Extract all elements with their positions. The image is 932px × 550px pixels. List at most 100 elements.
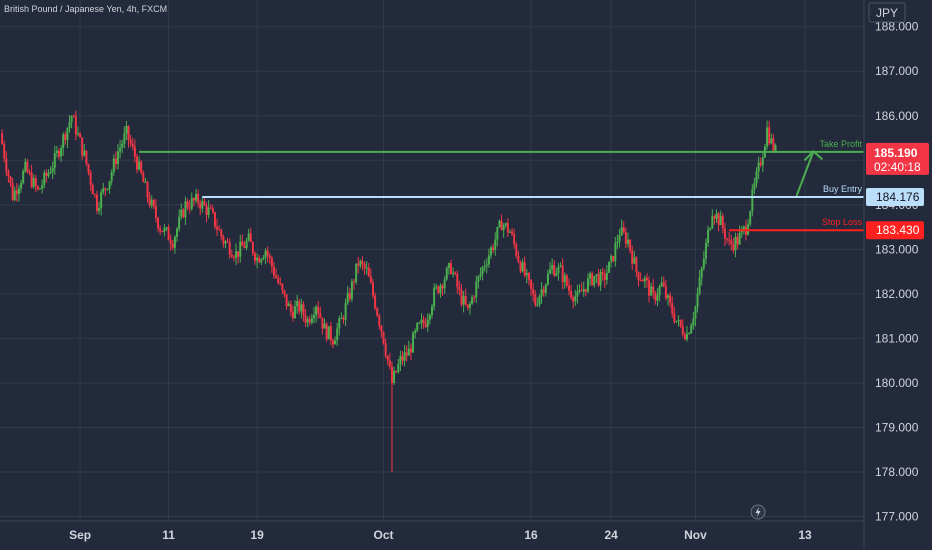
candle-body xyxy=(376,308,379,316)
candle-body xyxy=(549,269,552,274)
candle-body xyxy=(119,147,122,152)
candle-body xyxy=(369,276,372,283)
candle-body xyxy=(546,273,549,285)
candle-body xyxy=(707,229,710,243)
candle-body xyxy=(382,332,385,344)
candle-body xyxy=(207,207,210,215)
candle-body xyxy=(553,265,556,276)
candle-body xyxy=(123,133,126,144)
candle-body xyxy=(1,133,4,145)
candle-body xyxy=(247,233,250,241)
candle-body xyxy=(742,226,745,230)
candle-body xyxy=(129,140,132,144)
trade-levels[interactable]: Take Profit Buy Entry Stop Loss xyxy=(139,139,864,232)
candle-body xyxy=(36,186,39,190)
candle-body xyxy=(702,258,705,269)
candle-body xyxy=(296,301,299,307)
candle-body xyxy=(325,323,328,340)
candle-body xyxy=(152,199,155,207)
candle-body xyxy=(447,263,450,269)
candle-body xyxy=(72,116,75,118)
candle-body xyxy=(551,265,554,270)
candle-body xyxy=(660,282,663,287)
candle-body xyxy=(53,153,56,168)
candle-body xyxy=(251,242,254,254)
target-arrow xyxy=(795,150,824,197)
chart-title: British Pound / Japanese Yen, 4h, FXCM xyxy=(4,4,167,14)
candle-body xyxy=(331,340,334,345)
candle-body xyxy=(367,267,370,277)
candle-body xyxy=(89,172,92,185)
x-tick-label: 11 xyxy=(162,528,175,542)
candle-body xyxy=(580,290,583,292)
candle-body xyxy=(256,257,259,261)
candle-body xyxy=(412,333,415,353)
candle-body xyxy=(397,364,400,373)
candle-body xyxy=(178,216,181,229)
buy-entry-price: 184.176 xyxy=(876,190,920,204)
candle-body xyxy=(633,257,636,264)
candle-body xyxy=(140,161,143,174)
price-axis-bg[interactable] xyxy=(865,0,932,550)
candle-body xyxy=(772,138,775,151)
candle-body xyxy=(616,241,619,243)
level-name-buy-entry: Buy Entry xyxy=(823,184,863,194)
candle-body xyxy=(361,260,364,265)
candle-body xyxy=(481,267,484,274)
candle-body xyxy=(180,209,183,217)
x-tick-label: Oct xyxy=(374,528,394,542)
candle-body xyxy=(700,268,703,278)
countdown-timer: 02:40:18 xyxy=(874,160,921,174)
candle-body xyxy=(186,201,189,208)
candle-body xyxy=(582,288,585,292)
candle-body xyxy=(757,162,760,172)
candle-body xyxy=(487,255,490,265)
y-tick-label: 178.000 xyxy=(875,465,919,479)
candle-body xyxy=(433,287,436,307)
candle-body xyxy=(667,295,670,298)
currency-badge[interactable] xyxy=(868,2,906,23)
candle-body xyxy=(298,301,301,312)
candle-body xyxy=(386,355,389,361)
arrow-head xyxy=(803,150,824,162)
candle-body xyxy=(734,236,737,251)
candle-body xyxy=(471,297,474,304)
candle-body xyxy=(365,267,368,269)
candle-body xyxy=(222,236,225,244)
candle-body xyxy=(224,241,227,244)
candle-body xyxy=(405,352,408,356)
candle-body xyxy=(192,198,195,201)
candle-body xyxy=(135,156,138,170)
candle-body xyxy=(519,262,522,272)
candle-body xyxy=(473,297,476,299)
candle-body xyxy=(173,236,176,248)
candle-body xyxy=(610,255,613,262)
candle-body xyxy=(629,239,632,251)
candle-body xyxy=(127,125,130,141)
candle-body xyxy=(380,325,383,333)
candle-body xyxy=(11,183,14,201)
candle-body xyxy=(353,281,356,283)
candle-body xyxy=(536,304,539,306)
y-tick-label: 183.000 xyxy=(875,242,919,256)
y-tick-label: 181.000 xyxy=(875,331,919,345)
candle-body xyxy=(675,320,678,322)
candle-body xyxy=(249,233,252,243)
candle-body xyxy=(749,211,752,225)
candle-body xyxy=(557,266,560,274)
candle-body xyxy=(163,227,166,232)
candle-body xyxy=(62,134,65,149)
candle-body xyxy=(530,279,533,289)
candle-body xyxy=(483,265,486,268)
candle-body xyxy=(342,318,345,320)
candle-body xyxy=(279,282,282,284)
candle-body xyxy=(235,251,238,259)
candle-body xyxy=(213,212,216,227)
candle-body xyxy=(532,288,535,295)
y-tick-label: 188.000 xyxy=(875,20,919,34)
candle-body xyxy=(220,229,223,237)
candle-body xyxy=(624,232,627,244)
candle-body xyxy=(45,172,48,176)
candle-body xyxy=(285,294,288,307)
